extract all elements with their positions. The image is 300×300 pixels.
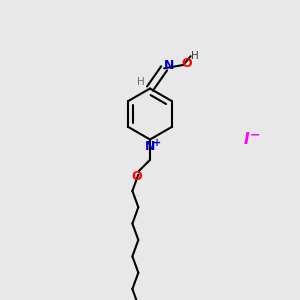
Text: O: O [182, 57, 192, 70]
Text: O: O [131, 170, 142, 184]
Text: H: H [137, 77, 145, 87]
Text: H: H [191, 51, 198, 61]
Text: −: − [250, 128, 260, 142]
Text: +: + [152, 137, 161, 148]
Text: N: N [145, 140, 155, 153]
Text: N: N [164, 59, 174, 72]
Text: I: I [243, 132, 249, 147]
